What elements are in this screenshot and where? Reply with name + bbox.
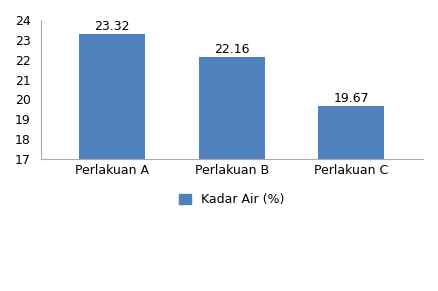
Bar: [318, 106, 384, 291]
Text: 19.67: 19.67: [333, 92, 369, 105]
Text: 23.32: 23.32: [95, 19, 130, 33]
Bar: [199, 56, 265, 291]
Bar: [79, 33, 145, 291]
Text: 22.16: 22.16: [214, 42, 250, 56]
Legend: Kadar Air (%): Kadar Air (%): [174, 188, 290, 211]
